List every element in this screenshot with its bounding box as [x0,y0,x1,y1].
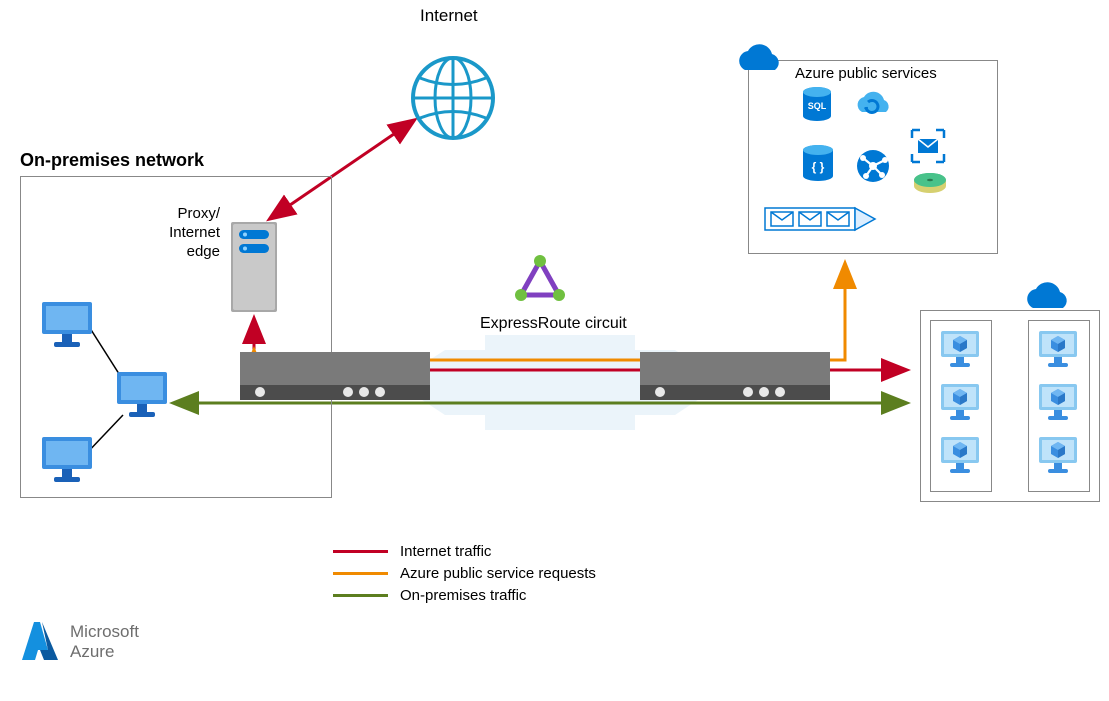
json-db-icon: { } [800,144,836,184]
cloud-cycle-icon [850,88,892,120]
proxy-l3: edge [187,243,220,260]
mail-bracket-icon [910,128,946,164]
svg-text:SQL: SQL [808,101,827,111]
network-node-icon [855,148,891,184]
proxy-server-icon [225,220,285,315]
proxy-l1: Proxy/ [177,205,220,222]
vm-icon [938,434,982,483]
legend-item: Azure public service requests [333,562,596,584]
internet-title: Internet [420,6,478,26]
vm-icon [1036,328,1080,377]
legend: Internet traffic Azure public service re… [333,540,596,606]
sql-db-icon: SQL [800,86,834,124]
azure-logo-text: Microsoft Azure [70,622,139,663]
vm-icon [938,328,982,377]
vm-icon [1036,381,1080,430]
expressroute-label: ExpressRoute circuit [480,315,627,333]
vm-icon [1036,434,1080,483]
logo-line1: Microsoft [70,622,139,641]
azure-logo-icon [18,618,66,666]
onprem-title: On-premises network [20,150,204,171]
desktop-icon [40,435,95,485]
expressroute-icon [515,255,565,305]
cloud-icon [730,42,785,80]
globe-icon [408,53,498,143]
legend-swatch [333,550,388,553]
azure-public-services-title: Azure public services [795,65,937,82]
legend-swatch [333,594,388,597]
proxy-l2: Internet [169,224,220,241]
legend-label: Azure public service requests [400,565,596,582]
vm-icon [938,381,982,430]
svg-text:{ }: { } [812,160,825,174]
legend-item: On-premises traffic [333,584,596,606]
mail-queue-icon [763,202,893,236]
router-left-icon [240,352,430,412]
legend-label: Internet traffic [400,543,491,560]
legend-item: Internet traffic [333,540,596,562]
legend-label: On-premises traffic [400,587,526,604]
legend-swatch [333,572,388,575]
desktop-icon [40,300,95,350]
logo-line2: Azure [70,642,114,661]
proxy-label: Proxy/ Internet edge [160,205,220,261]
router-right-icon [640,352,830,412]
desktop-icon [115,370,170,420]
diagram-stage: Internet On-premises network Proxy/ Inte… [0,0,1109,701]
cloud-icon [1018,280,1073,318]
disk-icon [912,172,948,196]
